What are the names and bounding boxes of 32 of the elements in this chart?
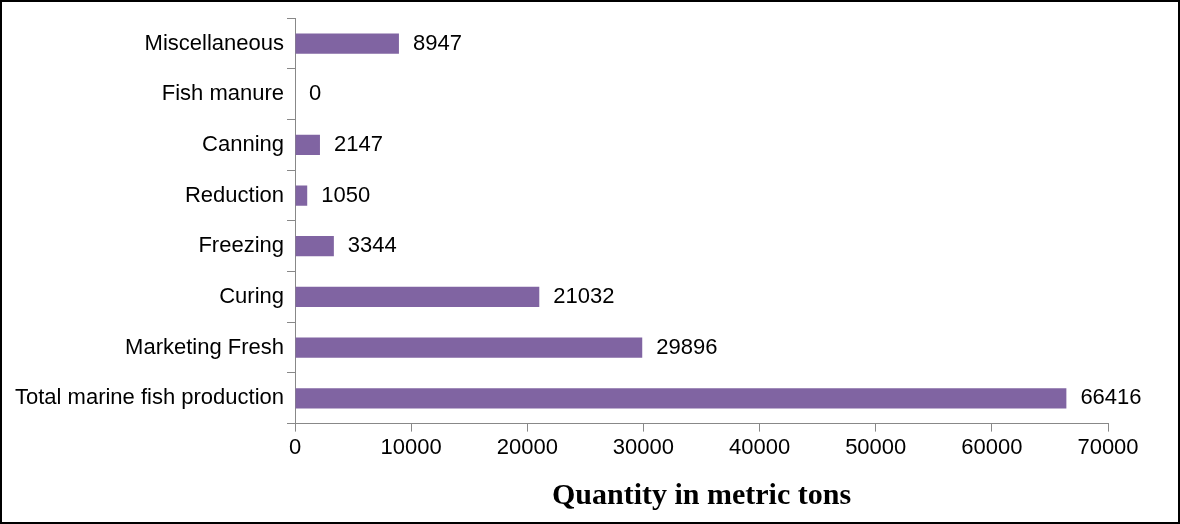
data-label: 2147 [333, 130, 383, 156]
data-label: 21032 [553, 282, 615, 308]
y-tick-label: Canning [202, 130, 285, 156]
data-label: 3344 [347, 232, 397, 258]
x-tick-label: 30000 [612, 433, 675, 459]
x-tick-label: 10000 [380, 433, 442, 459]
bar [295, 33, 399, 54]
bar [295, 185, 308, 206]
x-tick-label: 70000 [1077, 433, 1139, 459]
x-axis-title: Quantity in metric tons [551, 476, 852, 510]
x-tick-label: 0 [288, 433, 302, 459]
data-label: 66416 [1080, 384, 1142, 410]
data-label: 29896 [656, 333, 718, 359]
bar [295, 337, 643, 358]
y-tick-label: Marketing Fresh [125, 333, 285, 359]
y-tick-label: Miscellaneous [144, 29, 285, 55]
x-tick-label: 40000 [728, 433, 791, 459]
y-tick-label: Fish manure [161, 80, 285, 106]
y-tick-label: Freezing [198, 232, 285, 258]
y-tick-label: Curing [219, 282, 285, 308]
bar [295, 286, 540, 308]
data-label: 1050 [321, 181, 371, 207]
data-label: 8947 [412, 29, 462, 55]
bar [295, 388, 1067, 409]
x-tick-label: 60000 [961, 433, 1023, 459]
y-tick-label: Reduction [184, 181, 285, 207]
x-tick-label: 50000 [845, 433, 907, 459]
bar [295, 134, 320, 156]
data-label: 0 [309, 80, 322, 106]
bar [295, 236, 334, 257]
x-tick-label: 20000 [496, 433, 558, 459]
y-tick-label: Total marine fish production [15, 384, 285, 410]
